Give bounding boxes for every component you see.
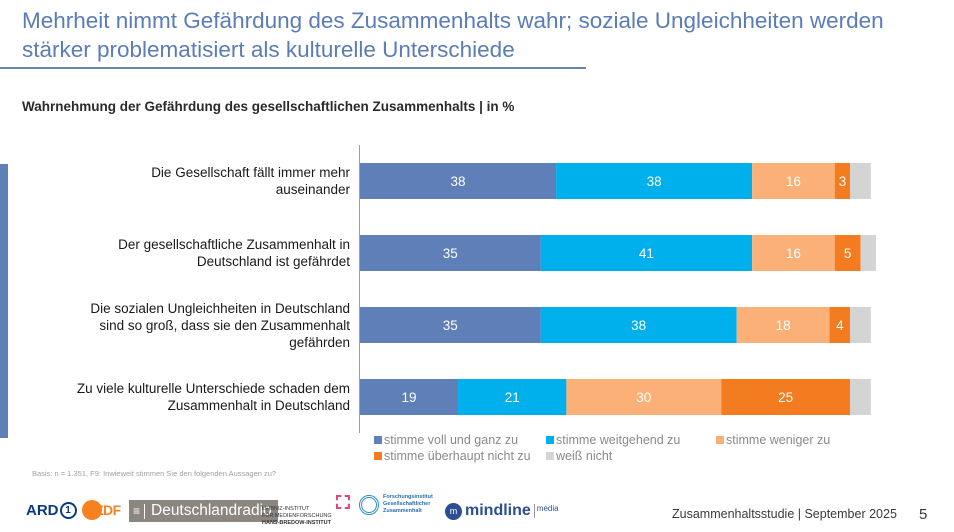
category-label: Die Gesellschaft fällt immer mehr auseina… (151, 164, 350, 198)
legend-swatch (374, 452, 382, 460)
data-label: 4 (836, 318, 844, 333)
bar-segment (850, 379, 871, 415)
fgz-logo: Forschungsinstitut Gesellschaftlicher Zu… (359, 494, 433, 515)
bar-segment (752, 163, 835, 199)
data-label: 21 (505, 390, 520, 405)
legend-label: stimme weniger zu (726, 433, 831, 447)
data-label: 35 (443, 318, 458, 333)
bar-segment (458, 379, 567, 415)
ard-one-icon: 1 (59, 502, 77, 519)
data-label: 38 (451, 174, 466, 189)
category-label-line: Zu viele kulturelle Unterschiede schaden… (76, 381, 350, 396)
data-label: 16 (786, 174, 801, 189)
slide-title: Mehrheit nimmt Gefährdung des Zusammenha… (22, 8, 884, 62)
ard-logo: ARD 1 (26, 502, 77, 519)
legend-swatch (546, 436, 554, 444)
category-label-line: Die Gesellschaft fällt immer mehr (151, 165, 350, 180)
legend-swatch (546, 452, 554, 460)
hbi-line: HANS-BREDOW-INSTITUT (262, 520, 331, 526)
bar-segment (360, 379, 459, 415)
footer-study-label: Zusammenhaltsstudie | September 2025 (672, 507, 897, 521)
legend-swatch (374, 436, 382, 444)
mindline-separator (533, 504, 535, 518)
data-label: 3 (839, 174, 847, 189)
data-label: 16 (786, 246, 801, 261)
deutschlandradio-logo: ≡ Deutschlandradio (129, 500, 278, 522)
category-label-line: Zusammenhalt in Deutschland (167, 398, 350, 413)
fgz-line: Forschungsinstitut (383, 494, 433, 500)
hbi-line: FÜR MEDIENFORSCHUNG (262, 513, 332, 519)
legend-swatch (716, 436, 724, 444)
bar-segment (850, 307, 871, 343)
data-label: 35 (443, 246, 458, 261)
category-label: Zu viele kulturelle Unterschiede schaden… (77, 380, 350, 414)
data-label: 18 (776, 318, 791, 333)
deutschlandradio-logo-text: Deutschlandradio (151, 502, 272, 519)
category-label-line: Die sozialen Ungleichheiten in Deutschla… (90, 300, 350, 316)
bar-segment (834, 163, 851, 199)
hans-bredow-institut-logo: LEIBNIZ-INSTITUT FÜR MEDIENFORSCHUNG HAN… (262, 495, 350, 527)
legend-item: stimme weitgehend zu (546, 433, 680, 447)
bar-segment (736, 307, 830, 343)
category-label-line: sind so groß, dass sie den Zusammenhalt (99, 317, 350, 333)
legend-item: stimme überhaupt nicht zu (374, 449, 531, 463)
hbi-line: LEIBNIZ-INSTITUT (262, 506, 310, 512)
ard-logo-text: ARD (26, 502, 59, 519)
footnote: Basis: n = 1.351, F9: Inwieweit stimmen … (32, 469, 277, 478)
category-label-line: Deutschland ist gefährdet (196, 254, 350, 269)
y-axis-line (359, 145, 360, 433)
zdf-logo-text: ZDF (95, 502, 121, 518)
fgz-line: Gesellschaftlicher (383, 501, 431, 507)
legend-item: stimme voll und ganz zu (374, 433, 518, 447)
left-accent-bar (0, 164, 8, 438)
bar-segment (540, 307, 737, 343)
legend-label: stimme überhaupt nicht zu (384, 449, 531, 463)
bar-segment (752, 235, 835, 271)
data-label: 30 (636, 390, 651, 405)
data-label: 5 (844, 246, 852, 261)
deutschlandradio-lines-icon: ≡ (133, 503, 145, 519)
zdf-logo: ZDF (82, 500, 121, 520)
category-label-line: Der gesellschaftliche Zusammenhalt in (118, 237, 350, 252)
bar-segment (860, 235, 876, 271)
category-label-line: gefährden (289, 334, 350, 350)
hbi-mark-icon (336, 495, 350, 509)
data-label: 19 (402, 390, 417, 405)
mindline-media-text: media (536, 504, 559, 513)
bar-segment (566, 379, 722, 415)
legend-item: stimme weniger zu (716, 433, 830, 447)
data-label: 25 (778, 390, 793, 405)
mindline-logo: m mindline media (445, 502, 559, 520)
bar-segment (829, 307, 851, 343)
data-label: 41 (639, 246, 654, 261)
legend-label: weiß nicht (556, 449, 613, 463)
bar-segment (360, 163, 557, 199)
page-number: 5 (919, 506, 928, 523)
legend-label: stimme voll und ganz zu (384, 433, 519, 447)
legend-item: weiß nicht (546, 449, 612, 463)
bar-segment (360, 235, 541, 271)
fgz-ring-icon (359, 494, 379, 515)
mindline-logo-text: mindline (465, 502, 531, 519)
chart-title: Wahrnehmung der Gefährdung des gesellsch… (22, 99, 515, 114)
fgz-line: Zusammenhalt (383, 508, 422, 514)
bar-segment (540, 235, 753, 271)
category-label-line: auseinander (275, 182, 350, 197)
category-label: Der gesellschaftliche Zusammenhalt in Deu… (118, 236, 350, 270)
bar-segment (834, 235, 861, 271)
mindline-m-icon: m (445, 502, 462, 520)
bar-segment (556, 163, 753, 199)
bar-segment (850, 163, 871, 199)
legend-label: stimme weitgehend zu (556, 433, 681, 447)
bar-segment (721, 379, 851, 415)
data-label: 38 (631, 318, 646, 333)
category-label: Die sozialen Ungleichheiten in Deutschla… (90, 300, 350, 351)
bar-segment (360, 307, 541, 343)
title-underline (0, 67, 586, 69)
zdf-circle-icon (82, 500, 102, 520)
data-label: 38 (647, 174, 662, 189)
